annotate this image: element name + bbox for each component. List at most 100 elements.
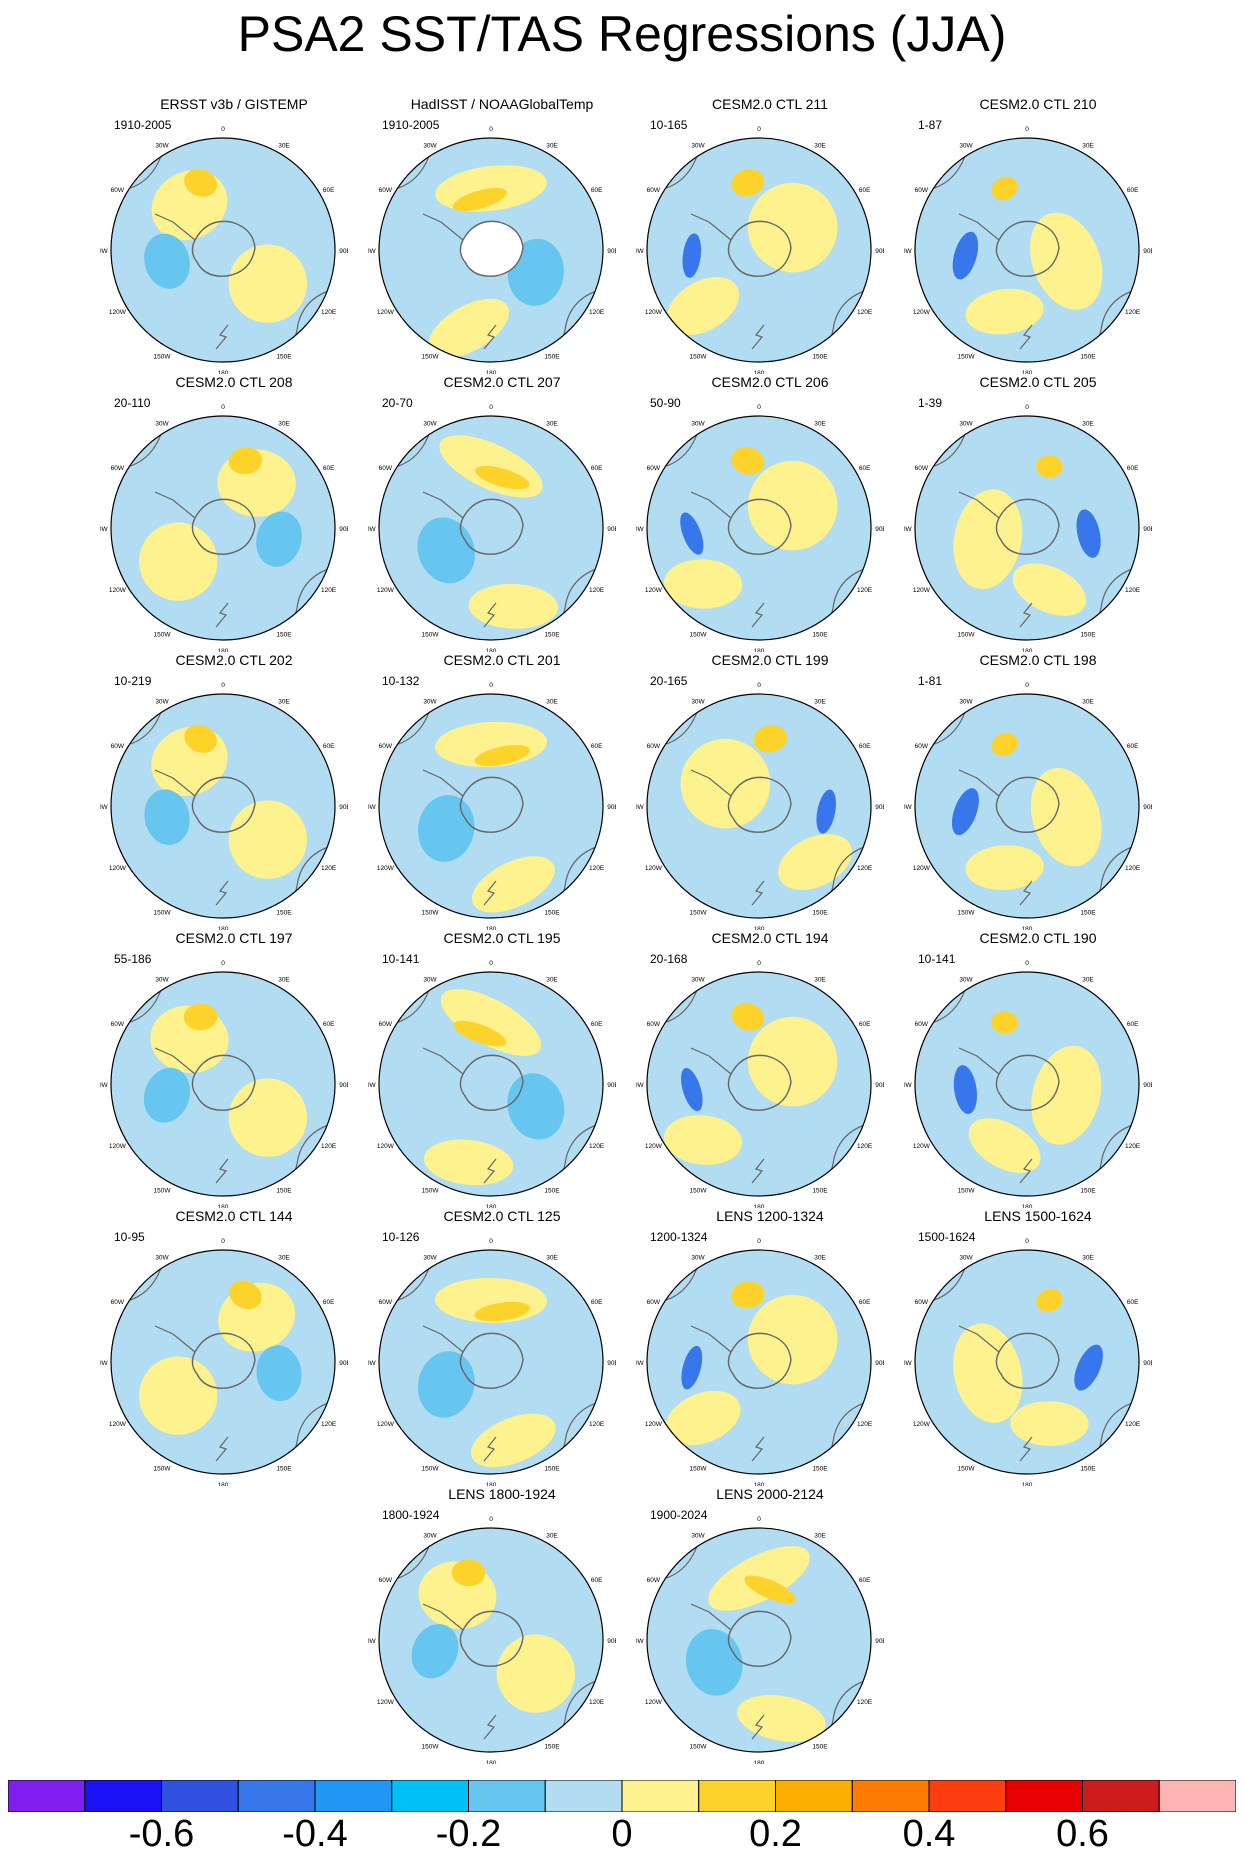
new-zealand-coastline: [751, 324, 765, 350]
antarctica-coastline: [995, 498, 1060, 555]
colorbar-swatch: [1082, 1780, 1160, 1812]
longitude-label: 60W: [379, 743, 393, 750]
new-zealand-coastline: [483, 1436, 497, 1462]
panel-title: CESM2.0 CTL 201: [443, 652, 561, 668]
map-panel: 0 30E 60E 90E 120E 150E 180 150W 120W 90W 60W 30W CE…: [904, 652, 1172, 930]
new-zealand-coastline: [751, 602, 765, 628]
longitude-label: 150E: [276, 1466, 292, 1473]
longitude-label: 150W: [690, 632, 708, 639]
longitude-label: 30W: [423, 976, 437, 983]
new-zealand-coastline: [751, 1714, 765, 1740]
antarctic-peninsula: [690, 1325, 732, 1353]
panel-title: CESM2.0 CTL 125: [443, 1208, 561, 1224]
panel-title: CESM2.0 CTL 207: [443, 374, 561, 390]
longitude-label: 90E: [1143, 1082, 1152, 1089]
longitude-label: 180: [754, 1204, 765, 1208]
anomaly-region: [953, 1323, 1023, 1423]
longitude-label: 90E: [875, 1360, 884, 1367]
longitude-label: 30E: [278, 1254, 290, 1261]
longitude-label: 30W: [155, 976, 169, 983]
longitude-label: 180: [1022, 1204, 1033, 1208]
antarctica-coastline: [727, 498, 792, 555]
polar-stereographic-map: 0 30E 60E 90E 120E 150E 180 150W 120W 90W 60W 30W: [368, 682, 616, 930]
longitude-label: 150W: [422, 354, 440, 361]
longitude-label: 60W: [379, 1299, 393, 1306]
antarctic-peninsula: [154, 213, 196, 241]
antarctica-coastline: [459, 220, 524, 277]
map-panel: 0 30E 60E 90E 120E 150E 180 150W 120W 90W 60W 30W CE…: [904, 930, 1172, 1208]
map-panel: 0 30E 60E 90E 120E 150E 180 150W 120W 90W 60W 30W CE…: [636, 96, 904, 374]
longitude-label: 90E: [607, 1360, 616, 1367]
longitude-label: 30W: [423, 1254, 437, 1261]
anomaly-region: [184, 168, 218, 197]
longitude-label: 150W: [422, 1744, 440, 1751]
colorbar-swatch: [621, 1780, 700, 1812]
antarctica-coastline: [191, 498, 256, 555]
longitude-label: 120E: [1125, 309, 1141, 316]
map-boundary: [914, 693, 1140, 919]
longitude-label: 120E: [857, 1421, 873, 1428]
longitude-label: 150W: [154, 910, 172, 917]
longitude-label: 30W: [959, 1254, 973, 1261]
longitude-label: 150E: [1080, 1466, 1096, 1473]
longitude-label: 150E: [276, 910, 292, 917]
antarctica-coastline: [995, 220, 1060, 277]
longitude-label: 90W: [100, 1360, 109, 1367]
panel-period: 1800-1924: [382, 1508, 440, 1522]
anomaly-region: [991, 732, 1018, 757]
longitude-label: 30W: [691, 420, 705, 427]
longitude-label: 60W: [379, 465, 393, 472]
panel-title: ERSST v3b / GISTEMP: [160, 96, 308, 112]
longitude-label: 60E: [591, 1021, 603, 1028]
panel-period: 1900-2024: [650, 1508, 708, 1522]
panel-period: 20-110: [114, 396, 151, 410]
longitude-label: 120E: [589, 309, 605, 316]
longitude-label: 120E: [589, 1699, 605, 1706]
anomaly-region: [417, 517, 475, 584]
longitude-label: 120W: [913, 865, 931, 872]
longitude-label: 90E: [607, 526, 616, 533]
longitude-label: 60W: [915, 187, 929, 194]
panel-period: 10-165: [650, 118, 688, 132]
anomaly-region: [1030, 768, 1102, 867]
panel-period: 1500-1624: [918, 1230, 976, 1244]
longitude-label: 90E: [1143, 1360, 1152, 1367]
longitude-label: 150E: [544, 354, 560, 361]
map-panel: 0 30E 60E 90E 120E 150E 180 150W 120W 90W 60W 30W LE…: [368, 1486, 636, 1764]
longitude-label: 150W: [422, 1188, 440, 1195]
longitude-label: 120E: [589, 1421, 605, 1428]
panel-title: CESM2.0 CTL 195: [443, 930, 561, 946]
longitude-label: 30E: [278, 698, 290, 705]
longitude-label: 90E: [607, 248, 616, 255]
longitude-label: 150W: [154, 354, 172, 361]
anomaly-region: [184, 724, 217, 753]
antarctica-coastline: [995, 776, 1060, 833]
panel-period: 10-141: [918, 952, 956, 966]
longitude-label: 90E: [607, 1082, 616, 1089]
longitude-label: 90W: [904, 804, 913, 811]
anomaly-region: [731, 169, 765, 197]
anomaly-region: [256, 1345, 302, 1402]
panel-period: 55-186: [114, 952, 152, 966]
anomaly-region: [681, 1068, 703, 1112]
panel-title: CESM2.0 CTL 197: [175, 930, 293, 946]
longitude-label: 0: [489, 960, 493, 967]
panel-period: 50-90: [650, 396, 681, 410]
longitude-label: 120W: [377, 587, 395, 594]
longitude-label: 90E: [607, 1638, 616, 1645]
anomaly-region: [753, 725, 787, 753]
map-boundary: [110, 1249, 336, 1475]
longitude-label: 0: [757, 404, 761, 411]
new-zealand-coastline: [483, 602, 497, 628]
longitude-label: 120W: [645, 587, 663, 594]
anomaly-region: [744, 1575, 797, 1604]
anomaly-region: [682, 233, 702, 278]
longitude-label: 180: [486, 370, 497, 374]
antarctic-peninsula: [154, 491, 196, 519]
panel-title: CESM2.0 CTL 206: [711, 374, 829, 390]
anomaly-region: [428, 298, 509, 359]
polar-stereographic-map: 0 30E 60E 90E 120E 150E 180 150W 120W 90W 60W 30W: [368, 1516, 616, 1764]
longitude-label: 150E: [812, 1188, 828, 1195]
panel-title: HadISST / NOAAGlobalTemp: [410, 96, 594, 112]
polar-stereographic-map: 0 30E 60E 90E 120E 150E 180 150W 120W 90W 60W 30W: [100, 404, 348, 652]
